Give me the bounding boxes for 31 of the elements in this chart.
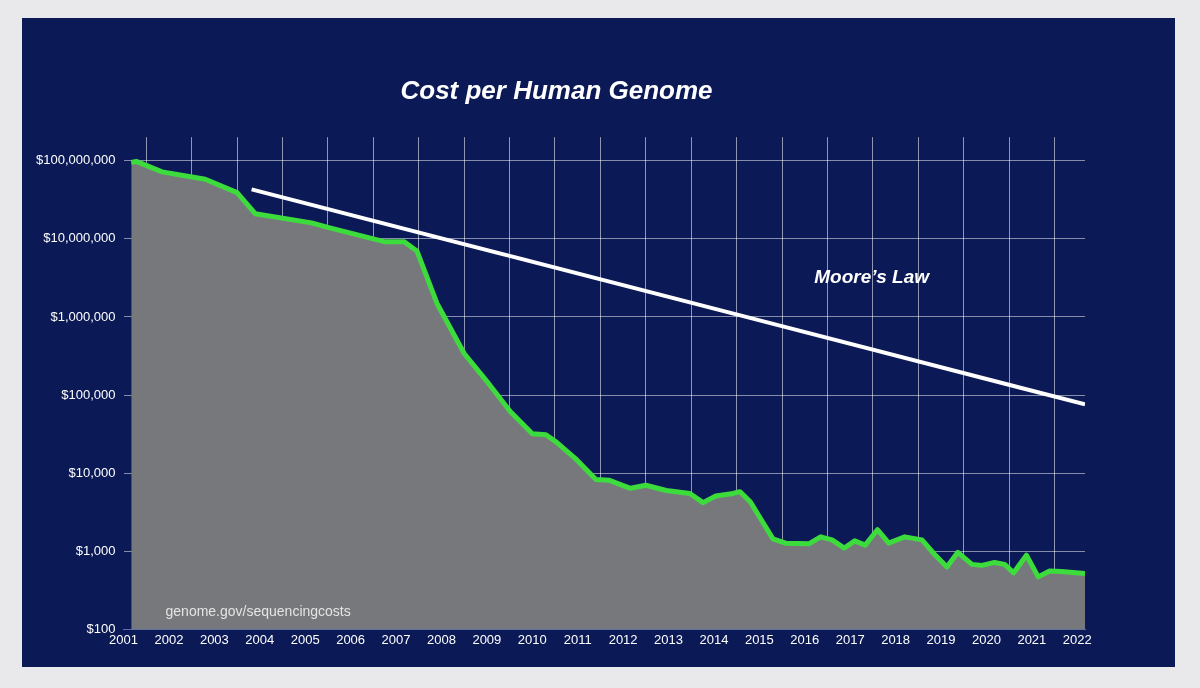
y-tick-label: $1,000 [75, 542, 116, 558]
x-tick-label: 2022 [1062, 631, 1092, 647]
x-tick-label: 2018 [881, 631, 911, 647]
x-tick-label: 2007 [381, 631, 411, 647]
y-tick-label: $10,000,000 [43, 230, 116, 246]
x-tick-label: 2016 [790, 631, 820, 647]
x-tick-label: 2004 [245, 631, 275, 647]
annotation: genome.gov/sequencingcosts [165, 603, 351, 620]
x-tick-label: 2011 [563, 631, 592, 647]
x-tick-label: 2010 [517, 631, 547, 647]
y-tick-label: $1,000,000 [50, 308, 116, 324]
y-tick-label: $100,000,000 [35, 152, 116, 168]
x-tick-label: 2006 [336, 631, 366, 647]
text: Moore’s Law [814, 265, 931, 287]
x-tick-label: 2005 [290, 631, 320, 647]
y-tick-label: $100 [86, 620, 116, 636]
x-tick-label: 2013 [654, 631, 683, 647]
x-tick-label: 2009 [472, 631, 502, 647]
x-tick-label: 2020 [971, 631, 1001, 647]
x-tick-label: 2012 [608, 631, 638, 647]
y-tick-label: $10,000 [68, 464, 116, 480]
y-tick-label: $100,000 [61, 386, 116, 402]
x-tick-label: 2019 [926, 631, 956, 647]
x-tick-label: 2015 [744, 631, 774, 647]
chart-title: Cost per Human Genome [400, 74, 713, 105]
x-tick-label: 2003 [199, 631, 229, 647]
x-tick-label: 2008 [426, 631, 456, 647]
x-tick-label: 2017 [835, 631, 865, 647]
x-tick-label: 2002 [154, 631, 184, 647]
x-tick-label: 2021 [1017, 631, 1047, 647]
x-tick-label: 2014 [699, 631, 729, 647]
